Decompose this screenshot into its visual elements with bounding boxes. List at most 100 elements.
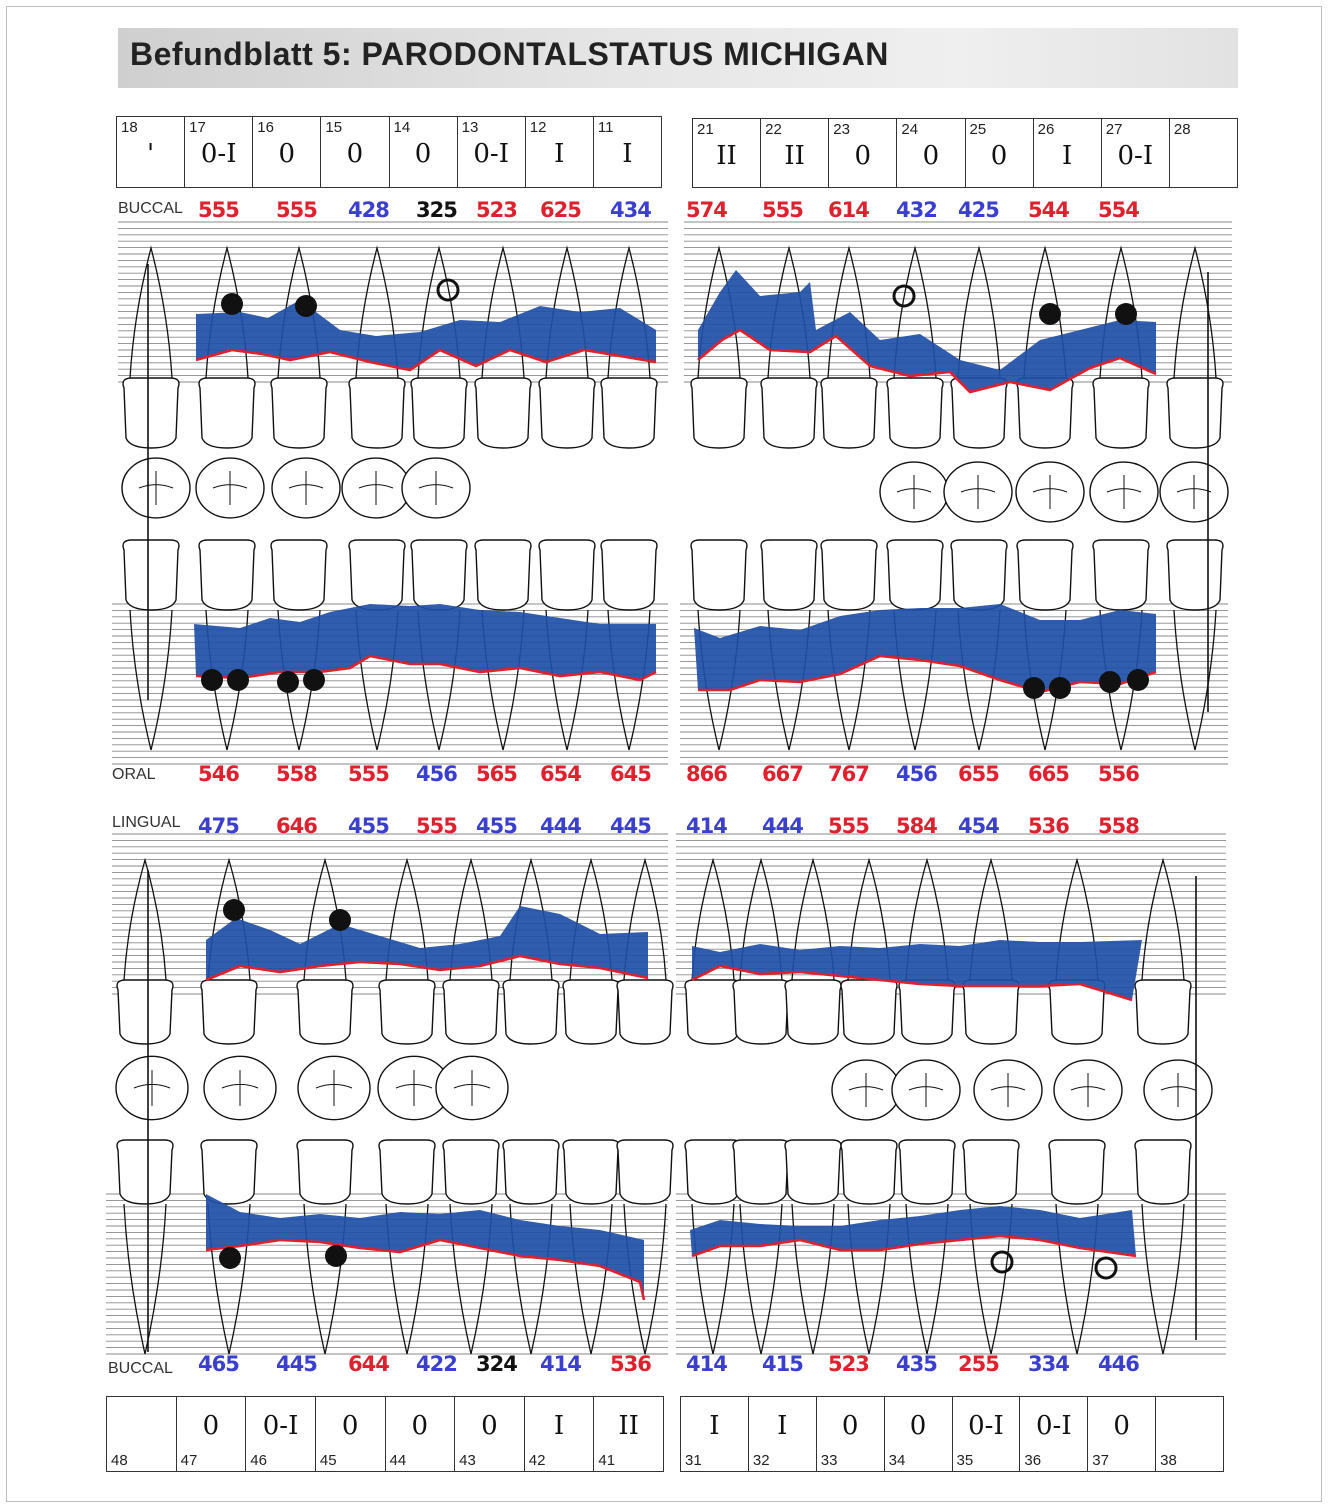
furcation-marker: [325, 1245, 347, 1267]
tooth-cell-37: 37 0: [1088, 1397, 1157, 1471]
furcation-marker: [303, 669, 325, 691]
mobility-grade: 0: [341, 1411, 359, 1441]
tooth-crown: [840, 1139, 898, 1205]
mobility-grade: 0: [346, 139, 364, 169]
mobility-grade: 0: [990, 141, 1008, 171]
tooth-root: [739, 857, 783, 981]
depth-value: 523: [476, 198, 518, 222]
tooth-number: 22: [765, 121, 782, 138]
furcation-marker: [1099, 671, 1121, 693]
mobility-grade: 0: [411, 1411, 429, 1441]
tooth-crown: [616, 979, 674, 1045]
tooth-number: 16: [257, 119, 274, 136]
tooth-crown: [562, 1139, 620, 1205]
tooth-crown: [200, 1139, 258, 1205]
tooth-crown: [820, 377, 878, 449]
tooth-crown: [538, 539, 596, 611]
occlusal-fissure: [960, 475, 996, 509]
tooth-number: 36: [1024, 1452, 1042, 1469]
tooth-root: [739, 1203, 783, 1355]
occlusal-fissure: [1032, 475, 1068, 509]
tooth-crown: [348, 377, 406, 449]
upper-right-quadrant-table: 18 ' 17 0-I 16 0 15 0 14 0 13 0-I 12 I 11 I: [116, 116, 662, 188]
depth-value: 555: [762, 198, 804, 222]
depth-value: 558: [276, 762, 318, 786]
occlusal-fissure: [138, 471, 174, 505]
depth-value: 414: [686, 1352, 728, 1376]
tooth-cell-48: 48: [107, 1397, 177, 1471]
occlusal-fissure: [418, 471, 454, 505]
tooth-cell-46: 46 0-I: [246, 1397, 316, 1471]
depth-value: 255: [958, 1352, 1000, 1376]
tooth-cell-41: 41 II: [594, 1397, 663, 1471]
gingival-margin-line: [698, 654, 1157, 694]
tooth-cell-13: 13 0-I: [458, 117, 526, 187]
depth-value: 667: [762, 762, 804, 786]
tooth-number: 37: [1092, 1452, 1109, 1469]
furcation-marker: [277, 671, 299, 693]
tooth-crown: [348, 539, 406, 611]
tooth-crown: [122, 377, 180, 449]
tooth-root: [123, 1203, 167, 1355]
depth-value: 523: [828, 1352, 870, 1376]
mobility-grade: II: [784, 141, 805, 171]
depth-value: 655: [958, 762, 1000, 786]
tooth-crown: [1166, 539, 1224, 611]
occlusal-fissure: [848, 1073, 884, 1107]
occlusal-fissure: [1106, 475, 1142, 509]
tooth-number: 14: [393, 119, 411, 136]
tooth-cell-27: 27 0-I: [1102, 119, 1170, 187]
furcation-marker: [1049, 677, 1071, 699]
gingival-margin-line: [697, 328, 1157, 394]
upper-left-quadrant-table: 21 II 22 II 23 0 24 0 25 0 26 I 27 0-I 28: [692, 118, 1238, 188]
tooth-root: [129, 245, 173, 379]
lower-right-quadrant-table: 48 47 0 46 0-I 45 0 44 0 43 0 42 I 41 II: [106, 1396, 664, 1472]
tooth-number: 38: [1160, 1452, 1177, 1469]
tooth-cell-42: 42 I: [525, 1397, 595, 1471]
tooth-number: 43: [459, 1452, 476, 1469]
depth-value: 456: [416, 762, 458, 786]
page-title: Befundblatt 5: PARODONTALSTATUS MICHIGAN: [130, 36, 889, 72]
mobility-grade: 0-I: [968, 1411, 1004, 1441]
page-frame: [6, 6, 1322, 1502]
gingival-margin-line: [691, 1234, 1137, 1258]
tooth-number: 28: [1173, 121, 1191, 138]
tooth-crown: [784, 979, 842, 1045]
tooth-crown: [962, 979, 1020, 1045]
mobility-grade: 0-I: [200, 139, 237, 169]
furcation-marker: [201, 669, 223, 691]
tooth-cell-17: 17 0-I: [185, 117, 254, 187]
mobility-grade: 0: [202, 1411, 220, 1441]
tooth-number: 24: [901, 121, 919, 138]
tooth-cell-11: 11 I: [594, 117, 661, 187]
tooth-crown: [760, 377, 818, 449]
tooth-cell-12: 12 I: [526, 117, 594, 187]
tooth-crown: [562, 979, 620, 1045]
depth-value: 456: [896, 762, 938, 786]
occlusal-fissure: [288, 471, 324, 505]
tooth-cell-38: 38: [1156, 1397, 1223, 1471]
furcation-marker: [1115, 303, 1137, 325]
depth-value: 556: [1098, 762, 1140, 786]
tooth-cell-47: 47 0: [177, 1397, 247, 1471]
furcation-marker: [1023, 677, 1045, 699]
lingual-label: LINGUAL: [112, 814, 181, 831]
tooth-root: [1141, 1203, 1185, 1355]
tooth-crown: [410, 539, 468, 611]
tooth-cell-34: 34 0: [885, 1397, 953, 1471]
tooth-root: [791, 1203, 835, 1355]
depth-value: 767: [828, 762, 870, 786]
tooth-root: [957, 245, 1001, 379]
tooth-crown: [684, 979, 742, 1045]
tooth-cell-18: 18 ': [117, 117, 186, 187]
tooth-number: 27: [1105, 121, 1123, 138]
tooth-cell-35: 35 0-I: [953, 1397, 1021, 1471]
tooth-number: 47: [180, 1452, 198, 1469]
depth-value: 654: [540, 762, 582, 786]
tooth-crown: [378, 979, 436, 1045]
tooth-cell-22: 22 II: [761, 119, 830, 187]
tooth-cell-25: 25 0: [966, 119, 1034, 187]
tooth-crown: [1166, 377, 1224, 449]
tooth-crown: [270, 377, 328, 449]
